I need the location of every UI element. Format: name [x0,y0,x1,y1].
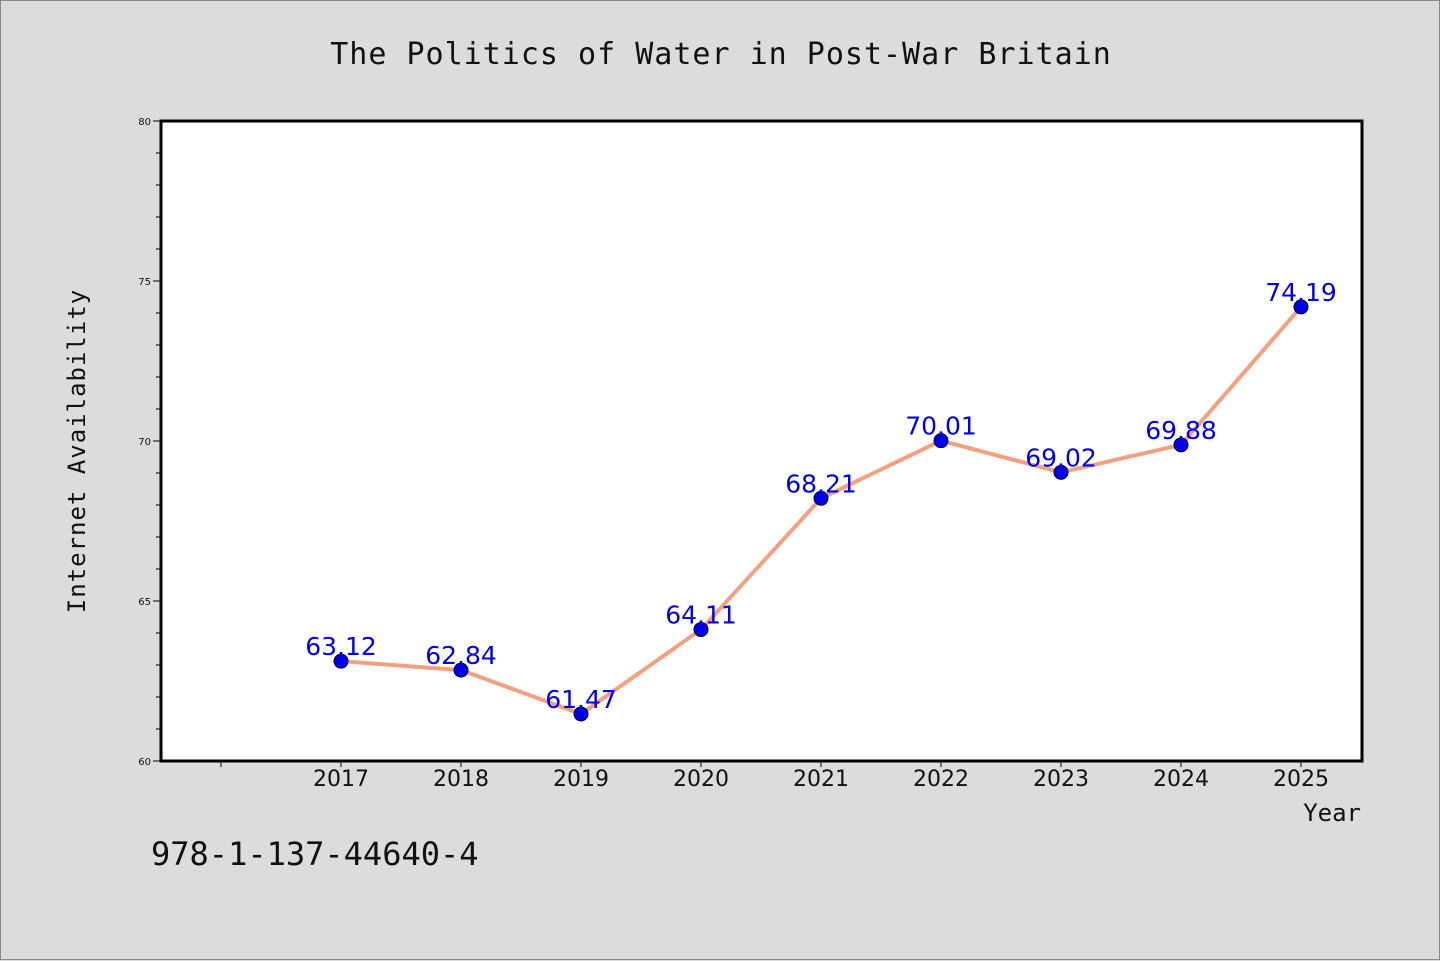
data-label: 70.01 [905,412,977,441]
data-label: 62.84 [425,641,497,670]
chart-title: The Politics of Water in Post-War Britai… [330,37,1112,72]
y-axis-label: Internet Availability [63,289,91,613]
data-point [1173,437,1189,453]
y-tick-label: 60 [138,757,151,768]
y-axis: 60 65 70 75 80 [138,117,161,768]
data-label: 61.47 [545,685,617,714]
data-label: 68.21 [785,469,857,498]
data-point [933,433,949,449]
data-point [573,706,589,722]
data-label: 69.88 [1145,416,1217,445]
data-label: 74.19 [1265,278,1337,307]
x-tick-label: 2021 [793,767,849,792]
data-point [453,662,469,678]
data-point [1053,464,1069,480]
data-point [1293,299,1309,315]
x-axis-label: Year [1303,799,1361,827]
plot-area [159,119,1364,763]
data-point [693,621,709,637]
x-tick-label: 2020 [673,767,729,792]
isbn-text: 978-1-137-44640-4 [151,835,479,873]
data-label: 63.12 [305,632,377,661]
x-axis: 2017 2018 2019 2020 2021 2022 2023 2024 2025 [220,761,1329,792]
x-tick-label: 2024 [1153,767,1209,792]
x-tick-label: 2025 [1273,767,1329,792]
data-series: 63.12 62.84 61.47 64.11 68.21 70.01 69.02 69.88… [305,278,1337,722]
data-point [813,490,829,506]
data-point [333,653,349,669]
y-tick-label: 75 [138,277,151,288]
data-label: 64.11 [665,600,737,629]
data-label: 69.02 [1025,443,1097,472]
x-tick-label: 2017 [313,767,369,792]
x-tick-label: 2018 [433,767,489,792]
y-tick-label: 65 [138,597,151,608]
y-tick-label: 70 [138,437,151,448]
x-tick-label: 2023 [1033,767,1089,792]
x-tick-label: 2022 [913,767,969,792]
y-tick-label: 80 [138,117,151,128]
x-tick-label: 2019 [553,767,609,792]
